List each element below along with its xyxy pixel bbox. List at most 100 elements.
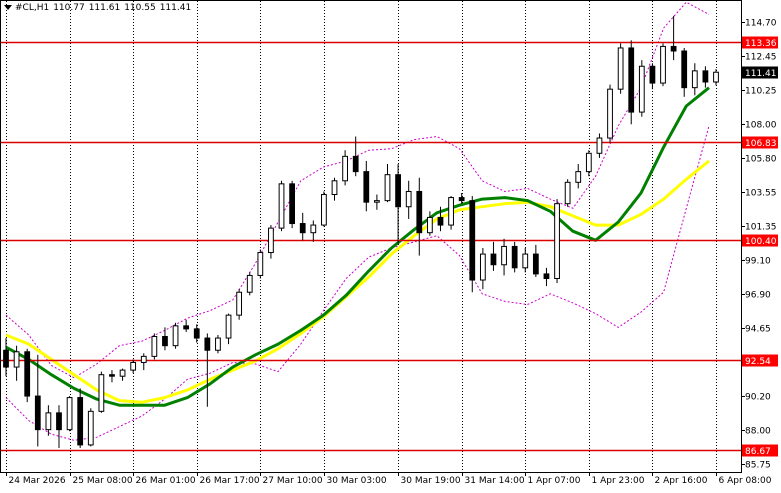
current-price-tag <box>742 66 778 79</box>
x-tick-label: 26 Mar 17:00 <box>200 476 260 486</box>
x-tick-label: 24 Mar 2026 <box>9 476 66 486</box>
bearish-candle <box>24 351 31 397</box>
bearish-candle <box>395 174 401 208</box>
level-price-tag <box>742 354 778 367</box>
bullish-candle <box>236 291 243 316</box>
bearish-candle <box>352 155 359 173</box>
y-tick-label: 108.00 <box>745 121 777 131</box>
bullish-candle <box>448 197 454 226</box>
bullish-candle <box>564 181 571 205</box>
bearish-candle <box>299 223 306 234</box>
bullish-candle <box>151 336 158 357</box>
time-axis: 24 Mar 2026 25 Mar 08:00 26 Mar 01:00 26 Ma… <box>6 472 772 486</box>
bullish-candle <box>607 88 613 139</box>
ohlc-high: 111.61 <box>88 3 121 13</box>
bearish-candle <box>437 216 444 226</box>
current-price-label: 111.41 <box>745 69 777 79</box>
price-axis: 114.70 112.45 110.25 108.00 105.80 103.55 101.… <box>741 19 777 471</box>
bullish-candle <box>98 374 105 412</box>
bearish-candle <box>109 374 115 377</box>
y-tick-label: 103.55 <box>745 189 777 199</box>
bullish-candle <box>310 224 317 234</box>
bearish-candle <box>416 190 423 234</box>
bearish-candle <box>162 336 168 347</box>
triangle-down-icon[interactable] <box>4 5 12 10</box>
bullish-candle <box>638 65 645 113</box>
x-tick-label: 25 Mar 08:00 <box>73 476 133 486</box>
x-tick-label: 1 Apr 23:00 <box>592 476 645 486</box>
x-tick-label: 31 Mar 14:00 <box>465 476 525 486</box>
ohlc-low: 110.55 <box>124 3 156 13</box>
bullish-candle <box>585 152 592 173</box>
symbol-header: #CL,H1 110.77 111.61 110.55 111.41 <box>4 3 195 13</box>
bearish-candle <box>77 397 84 446</box>
level-price-tag <box>742 234 778 247</box>
bearish-candle <box>490 253 497 266</box>
bullish-candle <box>45 412 52 431</box>
level-price-label: 92.54 <box>745 357 771 367</box>
bullish-candle <box>501 245 507 266</box>
bullish-candle <box>140 355 147 363</box>
level-price-label: 100.40 <box>745 237 777 247</box>
x-tick-label: 1 Apr 07:00 <box>528 476 581 486</box>
x-tick-label: 6 Apr 08:00 <box>719 476 772 486</box>
bearish-candle <box>628 47 635 113</box>
ohlc-close: 111.41 <box>159 3 192 13</box>
y-tick-label: 114.70 <box>745 19 777 29</box>
bullish-candle <box>13 351 20 368</box>
bullish-candle <box>331 180 338 196</box>
y-tick-label: 88.00 <box>745 427 771 437</box>
bearish-candle <box>34 395 41 431</box>
bearish-candle <box>363 171 370 203</box>
bullish-candle <box>617 47 624 90</box>
bearish-candle <box>543 273 550 279</box>
bullish-candle <box>87 410 94 446</box>
x-tick-label: 30 Mar 19:00 <box>401 476 461 486</box>
bullish-candle <box>374 200 380 203</box>
plot-frame <box>0 0 742 473</box>
y-tick-label: 85.75 <box>745 461 771 471</box>
bullish-candle <box>342 155 348 182</box>
level-price-tag <box>742 36 778 49</box>
y-tick-label: 105.80 <box>745 155 777 165</box>
bullish-candle <box>554 203 560 279</box>
bullish-candle <box>479 253 486 281</box>
bearish-candle <box>511 245 518 269</box>
bullish-candle <box>66 397 73 431</box>
y-tick-label: 96.90 <box>745 291 771 301</box>
bearish-candle <box>681 50 688 89</box>
bullish-candle <box>426 216 433 234</box>
ohlc-open: 110.77 <box>53 3 85 13</box>
y-tick-label: 90.20 <box>745 393 771 403</box>
bullish-candle <box>384 174 391 202</box>
y-tick-label: 94.65 <box>745 325 771 335</box>
bullish-candle <box>268 227 274 254</box>
bullish-candle <box>130 361 137 371</box>
y-tick-label: 110.25 <box>745 87 777 97</box>
bearish-candle <box>670 45 677 52</box>
bullish-candle <box>215 337 221 351</box>
level-price-label: 106.83 <box>745 139 777 149</box>
bullish-candle <box>713 71 719 83</box>
y-tick-label: 112.45 <box>745 53 777 63</box>
y-tick-label: 101.35 <box>745 223 777 233</box>
bullish-candle <box>225 314 232 339</box>
bearish-candle <box>3 349 9 368</box>
support-resistance-levels <box>1 41 741 452</box>
green-moving-average <box>5 86 710 407</box>
candlesticks <box>3 15 719 448</box>
bearish-candle <box>56 412 62 431</box>
bullish-candle <box>321 194 327 226</box>
bullish-candle <box>596 137 603 154</box>
bullish-candle <box>522 253 529 269</box>
bearish-candle <box>193 328 200 339</box>
bullish-candle <box>691 70 698 89</box>
y-tick-label: 99.10 <box>745 257 771 267</box>
bearish-candle <box>204 337 211 351</box>
bollinger-bands <box>5 1 710 441</box>
level-price-label: 86.67 <box>745 447 771 457</box>
level-price-tag <box>742 444 778 457</box>
bearish-candle <box>702 70 709 83</box>
bullish-candle <box>119 369 126 377</box>
